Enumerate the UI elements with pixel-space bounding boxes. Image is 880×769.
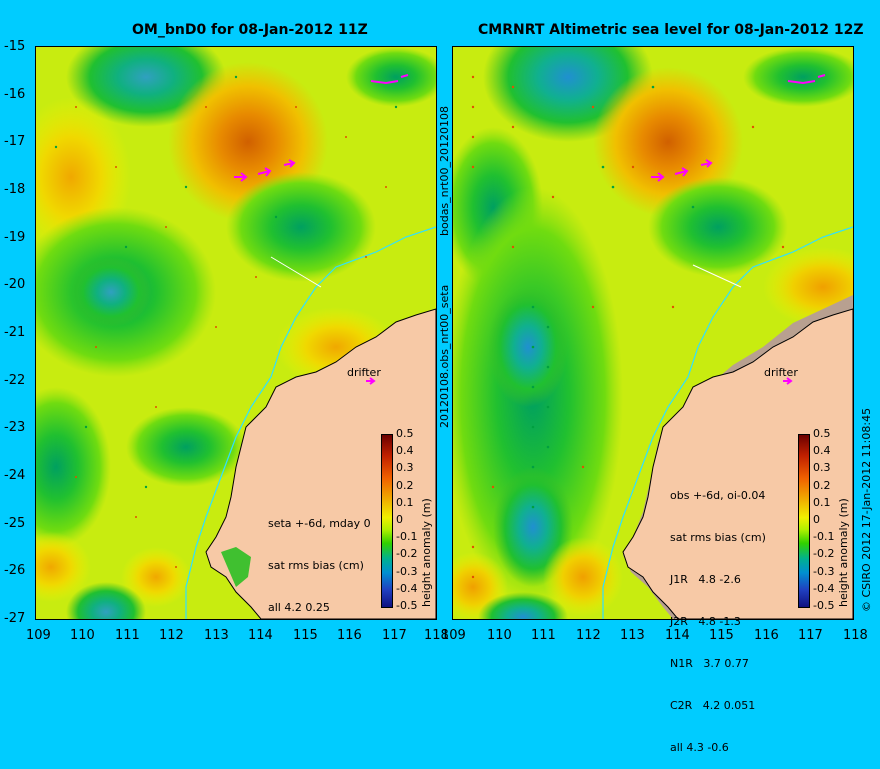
stats-line: C2R 4.2 0.051 [670, 699, 756, 712]
left-colorbar [381, 434, 393, 608]
x-tick-label: 109 [441, 628, 466, 643]
y-tick-label: -19 [4, 230, 26, 245]
x-tick-label: 114 [248, 628, 273, 643]
colorbar-tick: 0.5 [813, 427, 831, 440]
colorbar-tick: 0.5 [396, 427, 414, 440]
x-tick-label: 110 [70, 628, 95, 643]
colorbar-tick: -0.2 [813, 547, 835, 560]
y-tick-label: -26 [4, 563, 26, 578]
x-tick-label: 111 [531, 628, 556, 643]
stats-line: all 4.3 -0.6 [670, 741, 729, 754]
colorbar-tick: -0.2 [396, 547, 418, 560]
y-tick-label: -15 [4, 39, 26, 54]
stats-line: sat rms bias (cm) [268, 559, 364, 572]
y-tick-label: -18 [4, 182, 26, 197]
y-tick-label: -16 [4, 87, 26, 102]
y-tick-label: -27 [4, 611, 26, 626]
colorbar-tick: 0.4 [396, 444, 414, 457]
colorbar-tick: -0.4 [813, 582, 835, 595]
left-drifter-label: drifter [347, 366, 381, 379]
right-altimetry-map [452, 46, 854, 620]
colorbar-tick: 0.3 [813, 461, 831, 474]
colorbar-tick: 0 [813, 513, 820, 526]
colorbar-tick: 0.2 [396, 479, 414, 492]
stats-line: J2R 4.8 -1.3 [670, 615, 741, 628]
right-drifter-label: drifter [764, 366, 798, 379]
colorbar-tick: -0.1 [396, 530, 418, 543]
obs-file-label: 20120108.obs_nrt00_seta [438, 284, 451, 428]
x-tick-label: 118 [424, 628, 449, 643]
stats-line: sat rms bias (cm) [670, 531, 766, 544]
x-tick-label: 111 [115, 628, 140, 643]
stats-line: N1R 3.7 0.77 [670, 657, 749, 670]
y-tick-label: -20 [4, 277, 26, 292]
left-sea-level-map [35, 46, 437, 620]
x-tick-label: 110 [487, 628, 512, 643]
copyright-credit: © CSIRO 2012 17-Jan-2012 11:08:45 [860, 407, 873, 612]
right-colorbar [798, 434, 810, 608]
left-colorbar-label: height anomaly (m) [420, 498, 433, 607]
y-tick-label: -23 [4, 420, 26, 435]
colorbar-tick: 0.2 [813, 479, 831, 492]
colorbar-tick: 0.1 [396, 496, 414, 509]
colorbar-tick: 0 [396, 513, 403, 526]
x-tick-label: 112 [576, 628, 601, 643]
left-stats-box: seta +-6d, mday 0 sat rms bias (cm) all … [268, 489, 371, 629]
y-tick-label: -25 [4, 516, 26, 531]
x-tick-label: 115 [293, 628, 318, 643]
colorbar-tick: -0.4 [396, 582, 418, 595]
x-tick-label: 112 [159, 628, 184, 643]
stats-line: seta +-6d, mday 0 [268, 517, 371, 530]
model-run-label: bodas_nrt00_20120108 [438, 106, 451, 236]
stats-line: J1R 4.8 -2.6 [670, 573, 741, 586]
x-tick-label: 113 [620, 628, 645, 643]
colorbar-tick: -0.5 [813, 599, 835, 612]
y-tick-label: -21 [4, 325, 26, 340]
colorbar-tick: -0.1 [813, 530, 835, 543]
colorbar-tick: -0.3 [813, 565, 835, 578]
x-tick-label: 113 [204, 628, 229, 643]
x-tick-label: 117 [382, 628, 407, 643]
y-tick-label: -22 [4, 373, 26, 388]
y-tick-label: -24 [4, 468, 26, 483]
y-tick-label: -17 [4, 134, 26, 149]
colorbar-tick: 0.4 [813, 444, 831, 457]
stats-line: all 4.2 0.25 [268, 601, 330, 614]
x-tick-label: 118 [843, 628, 868, 643]
x-tick-label: 116 [337, 628, 362, 643]
stats-line: obs +-6d, oi-0.04 [670, 489, 766, 502]
colorbar-tick: 0.3 [396, 461, 414, 474]
x-tick-label: 114 [665, 628, 690, 643]
x-tick-label: 115 [709, 628, 734, 643]
colorbar-tick: -0.5 [396, 599, 418, 612]
x-tick-label: 109 [26, 628, 51, 643]
x-tick-label: 117 [798, 628, 823, 643]
right-map-title: CMRNRT Altimetric sea level for 08-Jan-2… [478, 22, 864, 38]
colorbar-tick: -0.3 [396, 565, 418, 578]
colorbar-tick: 0.1 [813, 496, 831, 509]
right-stats-box: obs +-6d, oi-0.04 sat rms bias (cm) J1R … [670, 461, 766, 769]
left-map-title: OM_bnD0 for 08-Jan-2012 11Z [132, 22, 368, 38]
x-tick-label: 116 [754, 628, 779, 643]
right-colorbar-label: height anomaly (m) [837, 498, 850, 607]
